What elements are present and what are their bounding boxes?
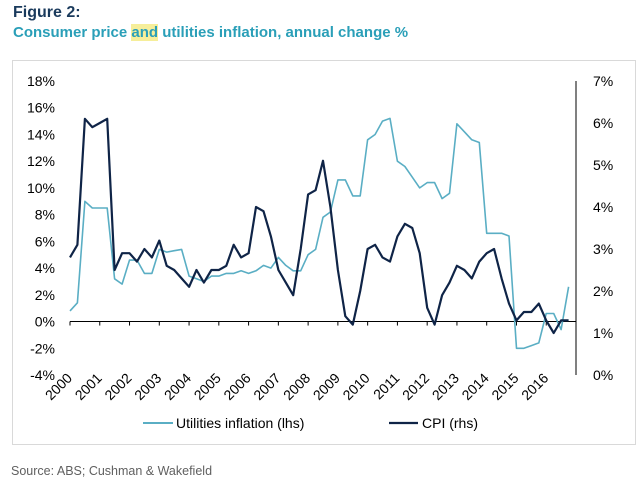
x-tick-label: 2009 bbox=[310, 370, 343, 403]
x-tick-label: 2003 bbox=[131, 370, 164, 403]
y-left-tick-label: -4% bbox=[30, 367, 55, 383]
y-right-tick-label: 0% bbox=[593, 367, 613, 383]
legend-label-cpi: CPI (rhs) bbox=[422, 415, 478, 431]
source-note: Source: ABS; Cushman & Wakefield bbox=[11, 464, 213, 478]
x-tick-label: 2011 bbox=[370, 370, 403, 403]
y-left-tick-label: 6% bbox=[35, 233, 55, 249]
y-right-tick-label: 6% bbox=[593, 115, 613, 131]
x-tick-label: 2010 bbox=[339, 370, 372, 403]
y-right-tick-label: 2% bbox=[593, 283, 613, 299]
x-tick-label: 2014 bbox=[458, 370, 491, 403]
title-highlighted-word: and bbox=[131, 24, 159, 41]
y-left-tick-label: 18% bbox=[27, 73, 55, 89]
y-left-tick-label: 4% bbox=[35, 260, 55, 276]
x-tick-label: 2007 bbox=[250, 370, 283, 403]
y-left-tick-label: 16% bbox=[27, 100, 55, 116]
x-tick-label: 2006 bbox=[220, 370, 253, 403]
y-left-tick-label: 2% bbox=[35, 287, 55, 303]
y-left-tick-label: 10% bbox=[27, 180, 55, 196]
legend-label-utilities: Utilities inflation (lhs) bbox=[176, 415, 304, 431]
chart-svg: 18% 16% 14% 12% 10% 8% 6% 4% 2% 0% -2% -4% 7% 6% 5% 4% 3… bbox=[27, 73, 613, 431]
y-right-tick-label: 3% bbox=[593, 241, 613, 257]
x-tick-label: 2012 bbox=[399, 370, 432, 403]
y-right-tick-label: 4% bbox=[593, 199, 613, 215]
title-part-1: Consumer price bbox=[13, 24, 132, 41]
title-part-3: utilities inflation, annual change % bbox=[158, 24, 409, 41]
y-left-tick-label: 12% bbox=[27, 153, 55, 169]
x-tick-label: 2001 bbox=[72, 370, 105, 403]
y-right-tick-label: 7% bbox=[593, 73, 613, 89]
chart-title: Consumer price and utilities inflation, … bbox=[13, 24, 408, 41]
x-tick-label: 2016 bbox=[518, 370, 551, 403]
y-left-tick-label: -2% bbox=[30, 340, 55, 356]
x-tick-label: 2008 bbox=[280, 370, 313, 403]
chart-container: 18% 16% 14% 12% 10% 8% 6% 4% 2% 0% -2% -4% 7% 6% 5% 4% 3… bbox=[12, 60, 636, 445]
y-left-tick-label: 0% bbox=[35, 314, 55, 330]
cpi-line bbox=[69, 117, 569, 335]
x-tick-label: 2004 bbox=[161, 370, 194, 403]
x-tick-label: 2013 bbox=[429, 370, 462, 403]
y-right-tick-label: 1% bbox=[593, 325, 613, 341]
figure-label: Figure 2: bbox=[13, 4, 81, 21]
x-tick-label: 2015 bbox=[488, 370, 521, 403]
x-tick-label: 2002 bbox=[101, 370, 134, 403]
y-right-tick-label: 5% bbox=[593, 157, 613, 173]
x-tick-label: 2005 bbox=[191, 370, 224, 403]
y-left-tick-label: 14% bbox=[27, 126, 55, 142]
utilities-inflation-line bbox=[69, 117, 570, 350]
y-left-tick-label: 8% bbox=[35, 207, 55, 223]
